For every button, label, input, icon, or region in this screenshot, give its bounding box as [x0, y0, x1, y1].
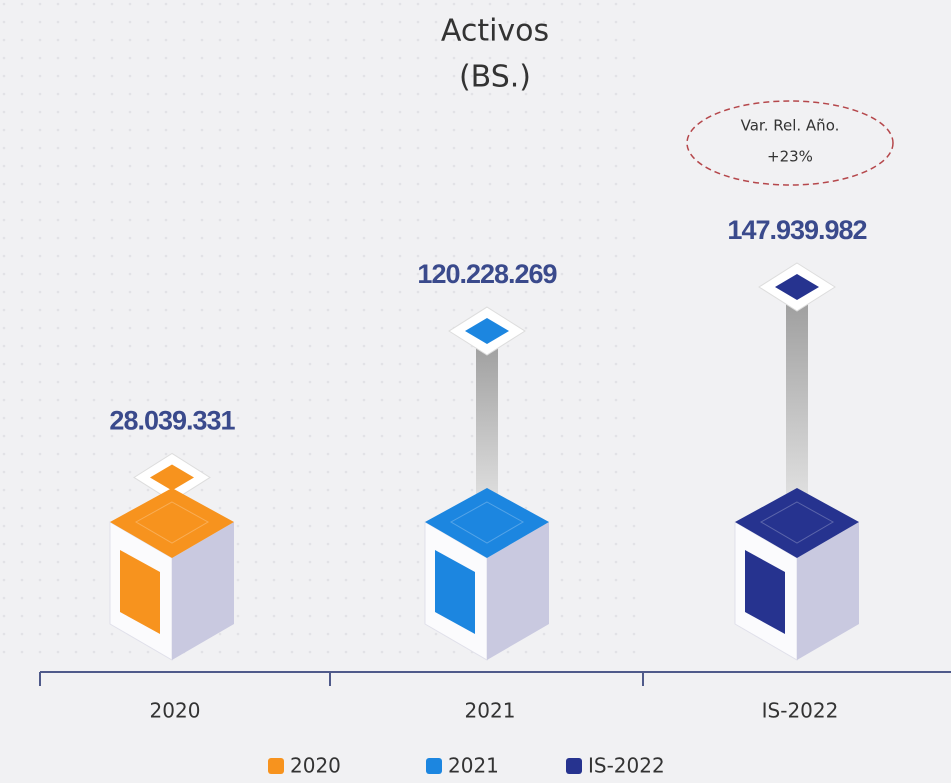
legend-label: IS-2022 — [588, 754, 665, 778]
value-label: 147.939.982 — [727, 215, 866, 245]
legend-swatch — [566, 758, 582, 774]
stick — [786, 287, 808, 522]
x-tick-label: IS-2022 — [762, 699, 839, 723]
annotation-text: Var. Rel. Año. — [741, 117, 840, 135]
value-label: 120.228.269 — [417, 259, 557, 289]
annotation-text: +23% — [767, 148, 813, 166]
chart: Activos (BS.) Var. Rel. Año. +23% 28.039… — [0, 0, 951, 783]
x-tick-label: 2020 — [150, 699, 201, 723]
value-label: 28.039.331 — [109, 406, 235, 436]
legend-label: 2021 — [448, 754, 499, 778]
legend-swatch — [426, 758, 442, 774]
x-tick-label: 2021 — [465, 699, 516, 723]
chart-title: Activos — [441, 14, 549, 49]
legend-label: 2020 — [290, 754, 341, 778]
legend-swatch — [268, 758, 284, 774]
chart-subtitle: (BS.) — [459, 60, 531, 95]
